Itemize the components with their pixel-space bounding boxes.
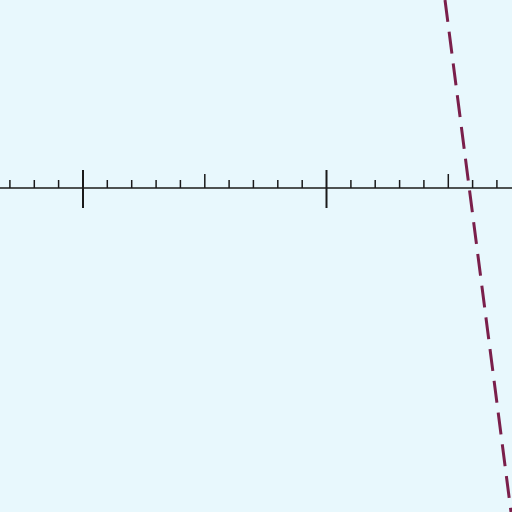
- axis-ticks: [9, 170, 498, 208]
- dashed-line: [443, 0, 512, 512]
- number-line-axis: [0, 170, 512, 208]
